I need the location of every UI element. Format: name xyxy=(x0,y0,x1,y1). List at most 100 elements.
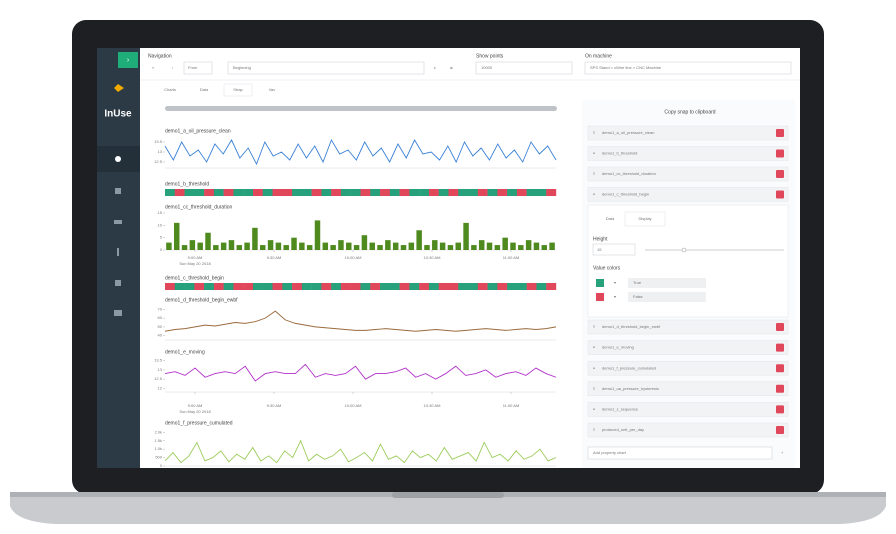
nav-icon[interactable] xyxy=(114,220,122,224)
add-plus[interactable]: + xyxy=(781,450,784,455)
sidebar-toggle[interactable] xyxy=(118,52,138,68)
add-property-select[interactable] xyxy=(587,446,773,460)
bar xyxy=(166,242,172,250)
nav-last[interactable]: » xyxy=(450,65,453,71)
machine-select[interactable] xyxy=(584,61,792,75)
chart-title: demo1_e_moving xyxy=(165,349,205,355)
nav-first[interactable]: « xyxy=(152,65,155,70)
bar xyxy=(330,245,336,250)
bar xyxy=(518,245,524,250)
state-segment xyxy=(252,189,263,196)
tab[interactable]: Charts xyxy=(164,87,176,92)
nav-prev[interactable]: ‹ xyxy=(172,65,174,70)
property-item[interactable] xyxy=(587,381,789,397)
height-value: 15 xyxy=(597,247,602,252)
property-item[interactable] xyxy=(587,187,789,202)
y-tick-label: 13 xyxy=(158,367,163,372)
state-segment xyxy=(487,189,498,196)
state-segment xyxy=(233,283,244,290)
property-item[interactable] xyxy=(587,340,789,355)
height-label: Height xyxy=(593,236,608,242)
toggle-icon: › xyxy=(127,57,130,64)
bar xyxy=(447,245,454,250)
y-tick-label: 12 xyxy=(158,385,163,390)
remove-button[interactable] xyxy=(776,405,784,414)
color-label-field[interactable] xyxy=(628,292,706,302)
y-tick-label: 0 xyxy=(160,463,163,468)
show-points-select[interactable] xyxy=(475,61,573,75)
remove-button[interactable] xyxy=(776,323,784,331)
state-segment xyxy=(213,283,224,290)
state-segment xyxy=(536,189,547,196)
state-segment xyxy=(331,283,342,290)
bar xyxy=(541,245,548,250)
drag-handle: ≡ xyxy=(593,324,596,329)
drag-handle: ≡ xyxy=(593,192,596,197)
remove-button[interactable] xyxy=(776,384,784,393)
state-segment xyxy=(468,283,478,290)
subtab-active[interactable] xyxy=(624,211,666,227)
y-tick-label: 13.5 xyxy=(154,358,163,363)
bar xyxy=(338,240,344,250)
nav-next[interactable]: › xyxy=(434,65,436,71)
from-select[interactable] xyxy=(183,61,213,75)
state-segment xyxy=(536,283,547,290)
remove-button[interactable] xyxy=(776,426,784,434)
remove-button[interactable] xyxy=(776,364,784,373)
remove-button[interactable] xyxy=(776,170,784,178)
color-label-field[interactable] xyxy=(628,278,706,288)
machine-value: SPS Stand > xWire line > CNC Machine xyxy=(590,65,662,70)
height-select[interactable] xyxy=(592,243,636,256)
property-item[interactable] xyxy=(587,319,789,335)
nav-icon[interactable] xyxy=(117,248,119,256)
property-name: demo1_c_threshold_begin xyxy=(602,192,649,197)
tab[interactable]: Vav xyxy=(269,87,276,92)
range-scrollbar[interactable] xyxy=(165,106,557,111)
bar xyxy=(228,240,235,250)
nav-icon[interactable] xyxy=(115,156,121,162)
remove-button[interactable] xyxy=(776,129,784,137)
x-tick-label: 10:30 AM xyxy=(424,403,441,408)
nav-icon[interactable] xyxy=(115,188,121,194)
slider-thumb[interactable] xyxy=(681,247,687,253)
date-input[interactable] xyxy=(227,61,425,75)
state-segment xyxy=(477,189,488,196)
property-item[interactable] xyxy=(587,146,789,161)
color-swatch[interactable] xyxy=(596,279,604,287)
property-item[interactable] xyxy=(587,422,789,438)
remove-button[interactable] xyxy=(776,190,784,199)
state-segment xyxy=(360,283,371,290)
bar xyxy=(478,240,485,250)
remove-button[interactable] xyxy=(776,343,784,352)
y-tick-label: 50 xyxy=(158,324,163,329)
tab[interactable]: Strap xyxy=(233,87,243,92)
swatch-arrow: ▾ xyxy=(614,280,616,285)
bar xyxy=(236,245,243,250)
drag-handle: ≡ xyxy=(593,151,596,156)
x-tick-label: 11:00 AM xyxy=(503,403,520,408)
state-segment xyxy=(311,189,322,196)
copy-button[interactable]: Copy snap to clipboard xyxy=(664,109,715,115)
tab[interactable]: Data xyxy=(200,87,209,92)
nav-icon[interactable] xyxy=(115,280,121,286)
x-axis-date: Sun May 20 2018 xyxy=(179,261,211,266)
state-segment xyxy=(174,189,185,196)
property-name: demo1_a_oil_pressure_clean xyxy=(602,130,654,135)
remove-button[interactable] xyxy=(776,149,784,158)
drag-handle: ≡ xyxy=(593,406,596,411)
nav-icon[interactable] xyxy=(114,310,122,316)
property-item[interactable] xyxy=(587,166,789,182)
subtab[interactable]: Data xyxy=(606,216,615,221)
state-segment xyxy=(458,283,469,290)
state-segment xyxy=(194,189,205,196)
drag-handle: ≡ xyxy=(593,171,596,176)
logo xyxy=(114,84,124,92)
bar xyxy=(416,230,422,250)
color-swatch[interactable] xyxy=(596,293,604,301)
property-item[interactable] xyxy=(587,125,789,141)
state-segment xyxy=(389,283,400,290)
subtab[interactable]: Display xyxy=(638,216,651,221)
property-item[interactable] xyxy=(587,360,789,376)
property-item[interactable] xyxy=(587,402,789,417)
tab-active[interactable] xyxy=(223,83,253,97)
